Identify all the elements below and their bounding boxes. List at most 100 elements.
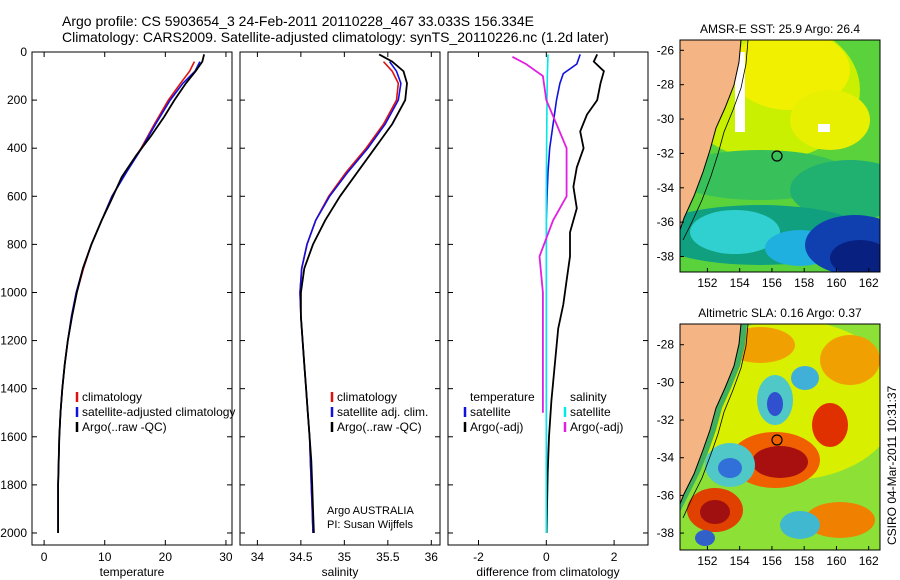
legend-label: Argo(-adj) xyxy=(470,420,523,434)
sla-map-frame xyxy=(679,323,881,551)
sla-land xyxy=(680,324,741,504)
map-x-tick-label: 160 xyxy=(826,554,846,568)
map-x-tick-label: 152 xyxy=(697,276,717,290)
map-x-tick-label: 154 xyxy=(730,276,750,290)
y-tick-label: 1600 xyxy=(0,430,27,444)
map-x-tick-label: 162 xyxy=(859,276,879,290)
sst-warm-core-2 xyxy=(790,90,870,150)
map-y-tick-label: -30 xyxy=(657,112,675,126)
temperature-panel: 0 10 20 30 0 200 400 600 800 1000 1200 1400 1600 1800… xyxy=(0,45,235,579)
series-line-climatology xyxy=(57,61,196,533)
sst-map: AMSR-E SST: 25.9 Argo: 26.4 152 154 156 158… xyxy=(657,22,881,290)
sst-cyan-eddy xyxy=(690,210,780,254)
sst-cold-core xyxy=(830,240,880,272)
x-axis-label: temperature xyxy=(100,565,165,579)
sla-high-south xyxy=(805,502,875,538)
sst-map-frame xyxy=(679,39,881,273)
series-line-salinity-argo xyxy=(511,56,568,413)
sla-map-axes: 152 154 156 158 160 162 -28 -30 -32 -34 -36 -38 xyxy=(657,338,879,568)
legend-label: salinity xyxy=(570,390,607,404)
sla-map: Altimetric SLA: 0.16 Argo: 0.37 152 154 15… xyxy=(657,306,881,568)
argo-credit-line2: PI: Susan Wijffels xyxy=(327,519,413,531)
sla-low-eddy-5 xyxy=(695,530,715,546)
salinity-panel: 34 34.5 35 35.5 36 salinity climatologysatelli… xyxy=(239,51,441,579)
x-tick-label: 2 xyxy=(611,550,618,564)
legend-label: Argo(-adj) xyxy=(570,420,623,434)
sla-high-southwest-core xyxy=(700,500,730,524)
series-line-argo xyxy=(57,54,205,533)
sla-low-eddy-2 xyxy=(791,366,819,390)
series-line-salinity-satellite xyxy=(545,54,549,533)
legend-label: temperature xyxy=(470,390,535,404)
map-y-tick-label: -38 xyxy=(657,250,675,264)
sla-high-east xyxy=(812,403,848,447)
map-x-tick-label: 158 xyxy=(794,554,814,568)
map-x-tick-label: 156 xyxy=(762,276,782,290)
sst-missing-data-patch xyxy=(818,124,830,132)
x-tick-label: 34.5 xyxy=(289,550,313,564)
sst-green-band-2 xyxy=(790,160,880,220)
y-tick-label: 2000 xyxy=(0,526,27,540)
y-tick-label: 400 xyxy=(7,141,27,155)
legend-label: satellite adj. clim. xyxy=(337,405,428,419)
series-line-satellite xyxy=(57,61,201,533)
y-tick-label: 1800 xyxy=(0,478,27,492)
map-y-tick-label: -34 xyxy=(657,451,675,465)
figure-title-line2: Climatology: CARS2009. Satellite-adjuste… xyxy=(62,29,609,45)
sst-map-field xyxy=(680,40,880,272)
x-axis-label: salinity xyxy=(322,565,359,579)
sla-coastline xyxy=(680,324,742,505)
sst-shelf-contour xyxy=(682,40,749,241)
map-y-tick-label: -32 xyxy=(657,146,675,160)
sla-argo-position-marker xyxy=(771,434,783,446)
map-x-tick-label: 160 xyxy=(826,276,846,290)
series-line-climatology xyxy=(299,61,400,534)
side-timestamp-label: CSIRO 04-Mar-2011 10:31:37 xyxy=(885,385,899,545)
series-line-argo xyxy=(299,53,408,534)
sst-map-axes: 152 154 156 158 160 162 -26 -28 -30 -32 -34 -36 -38 xyxy=(657,43,879,290)
sst-argo-position-marker xyxy=(771,150,783,162)
map-y-tick-label: -26 xyxy=(657,43,675,57)
legend-label: Argo(..raw -QC) xyxy=(82,420,167,434)
x-tick-label: 20 xyxy=(159,550,173,564)
x-tick-label: 0 xyxy=(543,550,550,564)
map-y-tick-label: -28 xyxy=(657,338,675,352)
sla-high-core xyxy=(752,446,808,478)
x-tick-label: -2 xyxy=(473,550,484,564)
y-tick-label: 800 xyxy=(7,237,27,251)
legend-label: satellite xyxy=(570,405,611,419)
map-y-tick-label: -32 xyxy=(657,413,675,427)
y-tick-label: 600 xyxy=(7,189,27,203)
y-tick-label: 1400 xyxy=(0,382,27,396)
map-y-tick-label: -30 xyxy=(657,375,675,389)
map-x-tick-label: 154 xyxy=(730,554,750,568)
map-y-tick-label: -36 xyxy=(657,488,675,502)
legend-label: satellite-adjusted climatology xyxy=(82,405,235,419)
plot-frame xyxy=(447,51,649,546)
y-tick-label: 200 xyxy=(7,93,27,107)
argo-credit-line1: Argo AUSTRALIA xyxy=(327,505,414,517)
map-y-tick-label: -38 xyxy=(657,526,675,540)
sla-map-field xyxy=(680,324,880,546)
sla-low-eddy-1-core xyxy=(767,392,783,416)
x-tick-label: 35.5 xyxy=(376,550,400,564)
sst-coastline xyxy=(680,40,742,231)
plot-frame xyxy=(31,51,233,546)
x-tick-label: 30 xyxy=(219,550,233,564)
x-axis-label: difference from climatology xyxy=(476,565,619,579)
x-tick-label: 34 xyxy=(251,550,265,564)
legend-label: climatology xyxy=(337,390,397,404)
map-y-tick-label: -34 xyxy=(657,181,675,195)
sst-map-title: AMSR-E SST: 25.9 Argo: 26.4 xyxy=(700,22,860,36)
series-line-temperature-argo xyxy=(545,54,605,534)
sst-land xyxy=(680,40,741,230)
plot-frame xyxy=(239,51,441,546)
figure-title-line1: Argo profile: CS 5903654_3 24-Feb-2011 2… xyxy=(62,13,534,29)
y-tick-label: 0 xyxy=(20,45,27,59)
sla-low-eddy-4 xyxy=(780,511,820,539)
x-tick-label: 0 xyxy=(41,550,48,564)
legend-label: climatology xyxy=(82,390,142,404)
x-tick-label: 35 xyxy=(338,550,352,564)
map-y-tick-label: -36 xyxy=(657,215,675,229)
